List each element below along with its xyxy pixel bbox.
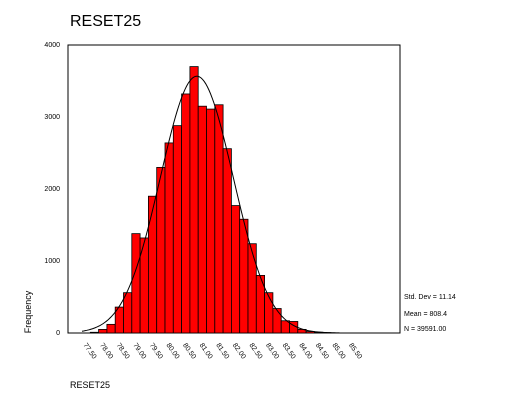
x-tick-label: 84.50 xyxy=(314,342,330,360)
x-tick-label: 83.50 xyxy=(281,342,297,360)
x-tick-label: 78.00 xyxy=(98,342,114,360)
histogram-bar xyxy=(172,125,183,334)
y-tick-label: 3000 xyxy=(44,114,60,121)
x-tick-label: 81.00 xyxy=(198,342,214,360)
x-tick-label: 84.00 xyxy=(297,342,313,360)
histogram-bar xyxy=(123,292,133,334)
x-tick-label: 81.50 xyxy=(214,342,230,360)
histogram-bar xyxy=(206,108,216,334)
x-tick-label: 80.00 xyxy=(165,342,181,360)
x-tick-label: 77.50 xyxy=(82,342,98,360)
y-axis-label: Frequency xyxy=(23,290,33,333)
histogram-bar xyxy=(106,323,116,334)
std-dev-text: Std. Dev = 11.14 xyxy=(404,294,456,301)
histogram-bar xyxy=(272,308,282,334)
x-tick-label: 85.50 xyxy=(347,342,363,360)
x-tick-label: 79.00 xyxy=(131,342,147,360)
bar-group xyxy=(89,66,340,334)
histogram-bar xyxy=(89,331,100,334)
x-tick-label: 82.00 xyxy=(231,342,247,360)
y-tick-label: 1000 xyxy=(44,258,60,265)
y-tick-label: 0 xyxy=(56,330,60,337)
histogram-bar xyxy=(264,292,274,334)
y-tick-label: 2000 xyxy=(44,186,60,193)
histogram-bar xyxy=(147,195,158,334)
x-tick-label: 78.50 xyxy=(115,342,131,360)
histogram-bar xyxy=(230,205,241,334)
histogram-bar xyxy=(197,105,207,334)
mean-text: Mean = 808.4 xyxy=(404,311,447,318)
histogram-bar xyxy=(222,148,232,334)
y-tick-label: 4000 xyxy=(44,42,60,49)
n-text: N = 39591.00 xyxy=(404,326,446,333)
histogram-bar xyxy=(181,93,191,334)
histogram-bar xyxy=(164,142,174,334)
histogram-bar xyxy=(131,233,141,334)
x-tick-label: 85.00 xyxy=(331,342,347,360)
chart-title: RESET25 xyxy=(70,13,141,30)
x-tick-label: 82.50 xyxy=(248,342,264,360)
x-tick-label: 80.50 xyxy=(181,342,197,360)
histogram-bar xyxy=(189,66,199,334)
histogram-bar xyxy=(214,104,224,334)
x-tick-label: 79.50 xyxy=(148,342,164,360)
normal-curve xyxy=(81,75,340,334)
histogram-bar xyxy=(98,328,108,334)
x-tick-group: 77.50 78.00 78.50 79.00 79.50 80.00 80.50 81.00… xyxy=(82,342,363,360)
histogram-bar xyxy=(156,166,166,334)
x-axis-label: RESET25 xyxy=(70,380,110,390)
x-tick-label: 83.00 xyxy=(264,342,280,360)
histogram-bar xyxy=(239,218,249,334)
y-tick-group: 0 1000 2000 3000 4000 xyxy=(44,42,60,337)
histogram-bar xyxy=(247,243,257,334)
